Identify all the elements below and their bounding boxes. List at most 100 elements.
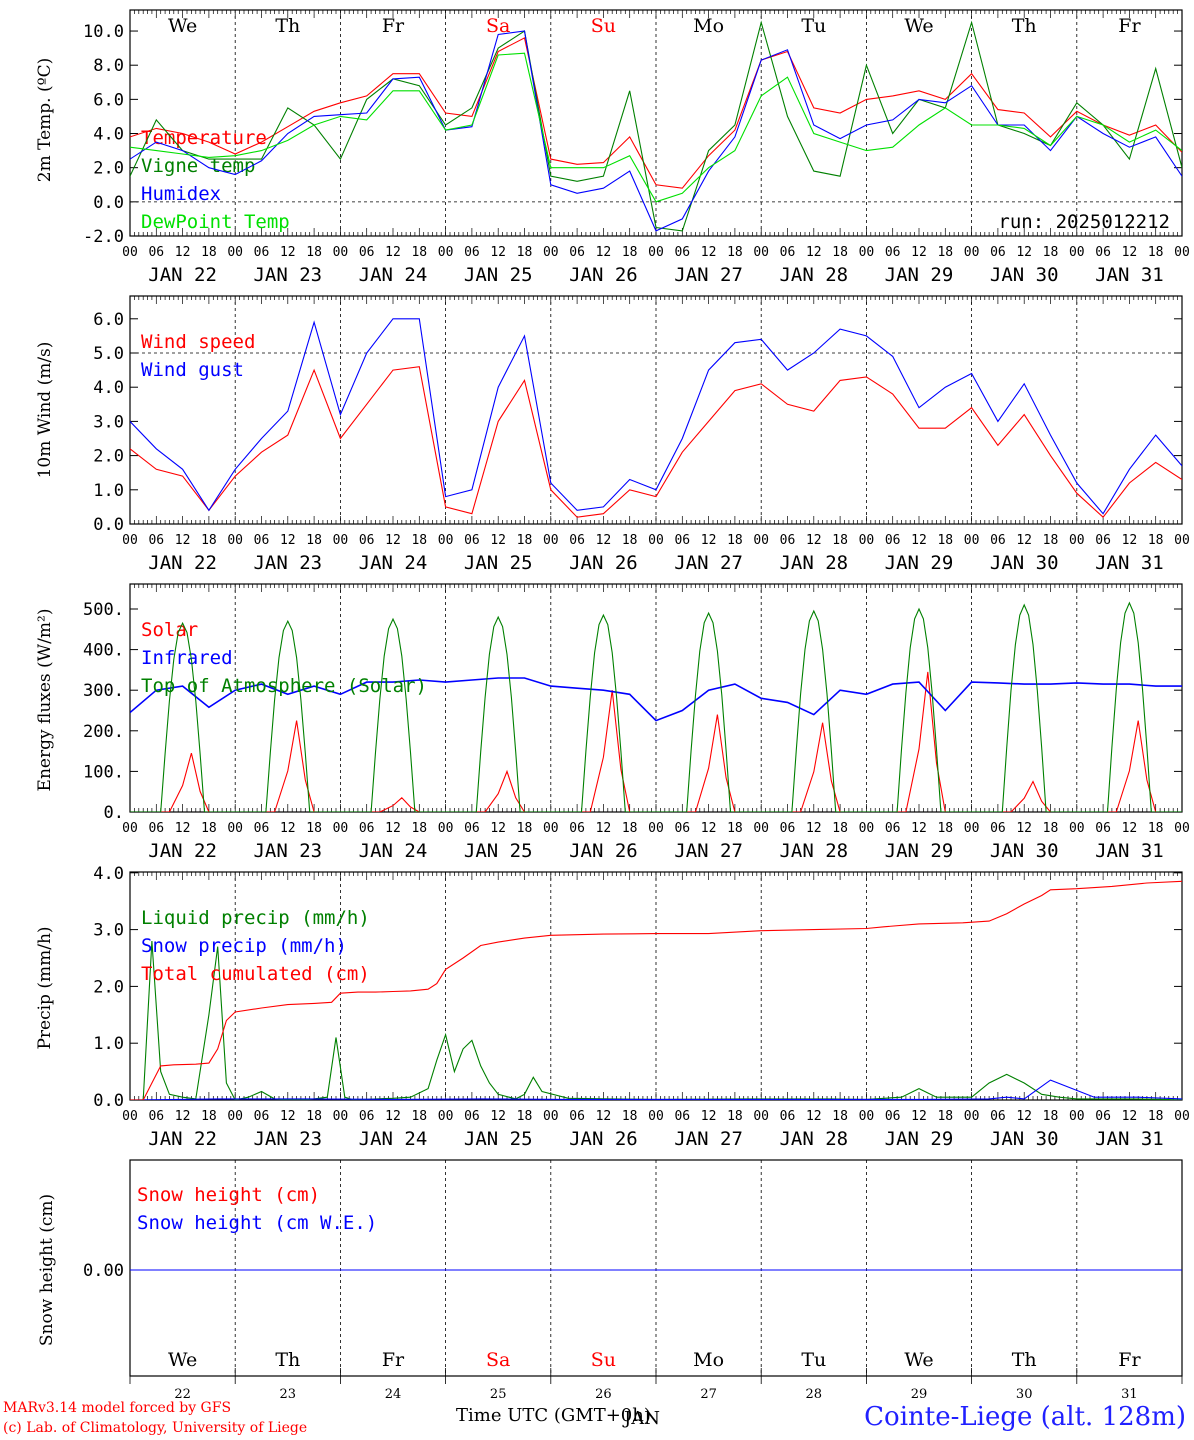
hour-label: 00 <box>122 245 138 260</box>
series-wind-speed <box>130 366 1182 519</box>
legend-entry: Humidex <box>141 183 221 205</box>
date-label: JAN 26 <box>569 1128 638 1150</box>
hour-label: 06 <box>359 821 375 836</box>
series-dewpoint-temp <box>130 52 1182 203</box>
hour-label: 06 <box>885 821 901 836</box>
date-label: JAN 30 <box>990 552 1059 574</box>
station-name: Cointe-Liege (alt. 128m) <box>864 1402 1186 1432</box>
legend-entry: Snow height (cm W.E.) <box>137 1212 377 1234</box>
y-tick-label: 4.0 <box>93 125 124 145</box>
date-label: JAN 22 <box>148 264 217 286</box>
hour-label: 18 <box>517 245 533 260</box>
hour-label: 12 <box>596 1109 612 1124</box>
date-label: JAN 29 <box>885 552 954 574</box>
hour-label: 00 <box>1069 533 1085 548</box>
y-tick-label: 1.0 <box>93 481 124 501</box>
hour-label: 12 <box>701 533 717 548</box>
weekday-label: Su <box>591 15 616 37</box>
y-tick-label: 300. <box>83 681 124 701</box>
legend-entry: Snow height (cm) <box>137 1184 320 1206</box>
hour-label: 06 <box>569 1109 585 1124</box>
hour-label: 00 <box>333 821 349 836</box>
hour-label: 06 <box>254 533 270 548</box>
hour-label: 18 <box>1148 245 1164 260</box>
hour-label: 06 <box>780 821 796 836</box>
hour-label: 12 <box>1122 821 1138 836</box>
hour-label: 12 <box>1122 533 1138 548</box>
weekday-label: Fr <box>382 15 405 37</box>
hour-label: 12 <box>596 533 612 548</box>
y-tick-label: 2.0 <box>93 159 124 179</box>
hour-label: 18 <box>517 533 533 548</box>
hour-label: 00 <box>543 821 559 836</box>
day-separators <box>234 872 1078 1100</box>
hour-label: 00 <box>1069 245 1085 260</box>
hour-label: 06 <box>359 533 375 548</box>
y-tick-label: 4.0 <box>93 378 124 398</box>
hour-label: 18 <box>1148 1109 1164 1124</box>
x-axis-overlay: JAN <box>622 1408 660 1429</box>
date-label: JAN 27 <box>674 1128 743 1150</box>
hour-label: 12 <box>175 533 191 548</box>
y-tick-label: 0.0 <box>93 1091 124 1111</box>
y-tick-label: 200. <box>83 722 124 742</box>
x-axis-label: Time UTC (GMT+0h) <box>456 1405 651 1426</box>
x-ticks <box>129 296 1183 524</box>
y-tick-label: 0.0 <box>93 193 124 213</box>
legend-entry: Solar <box>141 619 198 641</box>
hour-label: 00 <box>1174 821 1190 836</box>
y-axis-label: 2m Temp. (ºC) <box>35 58 55 183</box>
day-number-label: 26 <box>595 1387 612 1402</box>
hour-label: 06 <box>674 533 690 548</box>
hour-label: 18 <box>622 821 638 836</box>
day-number-label: 30 <box>1016 1387 1033 1402</box>
date-label: JAN 27 <box>674 264 743 286</box>
series-solar <box>130 671 1182 812</box>
date-label: JAN 25 <box>464 1128 533 1150</box>
hour-label: 12 <box>1016 245 1032 260</box>
hour-label: 18 <box>1148 533 1164 548</box>
hour-label: 06 <box>569 245 585 260</box>
weekday-label: Tu <box>801 1349 826 1371</box>
hour-label: 18 <box>1043 1109 1059 1124</box>
hour-label: 06 <box>990 533 1006 548</box>
hour-label: 00 <box>964 1109 980 1124</box>
hour-label: 06 <box>885 533 901 548</box>
legend-entry: Total cumulated (cm) <box>141 963 370 985</box>
series-snow-precip-mm-h- <box>130 1079 1182 1100</box>
series-wind-gust <box>130 318 1182 515</box>
date-label: JAN 22 <box>148 552 217 574</box>
date-label: JAN 28 <box>779 840 848 862</box>
hour-label: 18 <box>727 245 743 260</box>
date-label: JAN 25 <box>464 552 533 574</box>
hour-label: 06 <box>1095 821 1111 836</box>
hour-label: 00 <box>753 533 769 548</box>
hour-label: 00 <box>964 821 980 836</box>
series-humidex <box>130 30 1182 232</box>
hour-label: 18 <box>832 821 848 836</box>
weekday-label: Th <box>275 15 300 37</box>
date-label: JAN 23 <box>253 552 322 574</box>
hour-label: 12 <box>385 533 401 548</box>
hour-label: 06 <box>148 821 164 836</box>
date-label: JAN 22 <box>148 1128 217 1150</box>
y-axis-label: Energy fluxes (W/m²) <box>35 609 55 792</box>
hour-label: 06 <box>990 1109 1006 1124</box>
hour-label: 18 <box>411 245 427 260</box>
hour-label: 18 <box>517 1109 533 1124</box>
hour-label: 18 <box>306 1109 322 1124</box>
hour-label: 12 <box>911 533 927 548</box>
hour-label: 12 <box>1122 245 1138 260</box>
weekday-label: We <box>904 15 933 37</box>
series-vigne-temp <box>130 20 1182 232</box>
hour-label: 06 <box>569 533 585 548</box>
hour-label: 12 <box>701 821 717 836</box>
y-axis-label: 10m Wind (m/s) <box>35 342 55 479</box>
hour-label: 18 <box>727 1109 743 1124</box>
x-ticks <box>129 584 1183 812</box>
hour-label: 18 <box>1148 821 1164 836</box>
credit-model: MARv3.14 model forced by GFS <box>3 1400 232 1416</box>
hour-label: 18 <box>832 1109 848 1124</box>
hour-label: 18 <box>937 245 953 260</box>
weekday-label: We <box>168 15 197 37</box>
